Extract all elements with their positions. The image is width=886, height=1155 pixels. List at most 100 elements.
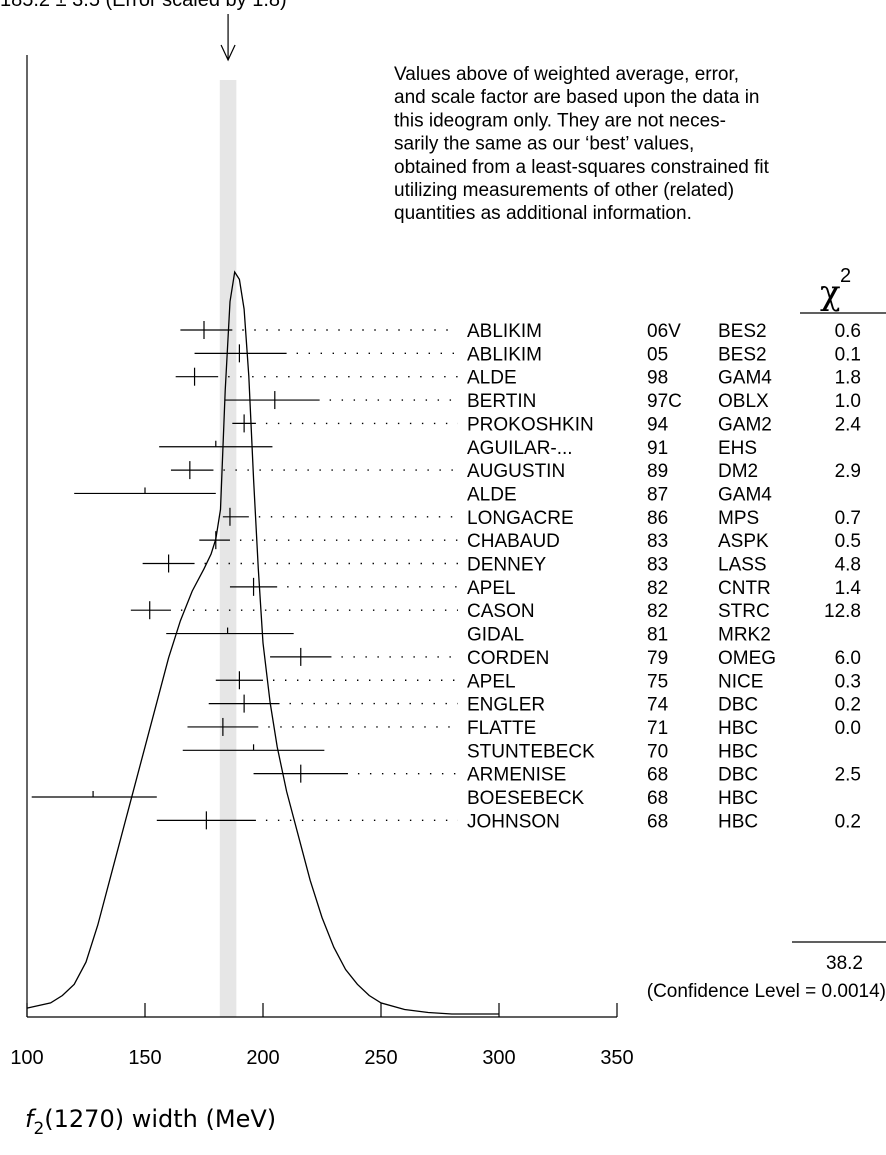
measurement-row: CHABAUD 83 ASPK 0.5 (199, 531, 861, 552)
row-year: 82 (647, 601, 668, 622)
row-year: 71 (647, 718, 668, 739)
row-author: ABLIKIM (467, 321, 542, 342)
row-chi2: 2.9 (835, 461, 861, 482)
measurement-row: JOHNSON 68 HBC 0.2 (156, 811, 861, 832)
row-author: LONGACRE (467, 508, 574, 529)
row-author: CASON (467, 601, 535, 622)
measurement-row: APEL 75 NICE 0.3 (215, 671, 861, 692)
note-text: Values above of weighted average, error,… (394, 64, 770, 224)
note-line: Values above of weighted average, error, (394, 64, 739, 85)
measurement-row: BOESEBECK 68 HBC (31, 788, 758, 809)
measurement-row: ABLIKIM 05 BES2 0.1 (194, 344, 861, 365)
measurement-row: APEL 82 CNTR 1.4 (229, 577, 862, 599)
row-chi2: 0.5 (835, 531, 861, 552)
row-year: 82 (647, 578, 668, 599)
row-chi2: 0.2 (835, 811, 861, 832)
confidence-level: (Confidence Level = 0.0014) (647, 981, 886, 1002)
row-chi2: 0.3 (835, 671, 861, 692)
row-year: 70 (647, 741, 668, 762)
row-technique: STRC (718, 601, 770, 622)
measurement-row: LONGACRE 86 MPS 0.7 (222, 507, 861, 529)
row-technique: OBLX (718, 391, 769, 412)
row-year: 83 (647, 531, 668, 552)
row-year: 89 (647, 461, 668, 482)
row-technique: MRK2 (718, 625, 771, 646)
row-chi2: 0.0 (835, 718, 861, 739)
row-author: ALDE (467, 484, 517, 505)
measurement-row: CORDEN 79 OMEG 6.0 (270, 647, 861, 669)
row-chi2: 0.7 (835, 508, 861, 529)
row-chi2: 2.4 (835, 414, 862, 435)
x-tick-label: 350 (600, 1047, 633, 1069)
average-arrow-head (220, 44, 236, 62)
x-tick-label: 100 (10, 1047, 43, 1069)
note-line: obtained from a least-squares constraine… (394, 157, 770, 178)
row-year: 68 (647, 765, 668, 786)
row-author: APEL (467, 671, 516, 692)
row-year: 87 (647, 484, 668, 505)
measurement-row: DENNEY 83 LASS 4.8 (142, 554, 861, 576)
note-line: sarily the same as our ‘best’ values, (394, 134, 694, 155)
row-year: 91 (647, 438, 668, 459)
row-technique: ASPK (718, 531, 769, 552)
row-author: AUGUSTIN (467, 461, 565, 482)
measurement-row: PROKOSHKIN 94 GAM2 2.4 (232, 414, 861, 435)
row-author: APEL (467, 578, 516, 599)
chi2-header-sup: 2 (840, 265, 851, 287)
chi2-header: χ (820, 273, 841, 313)
note-line: this ideogram only. They are not neces- (394, 110, 726, 131)
x-tick-label: 200 (246, 1047, 279, 1069)
row-author: AGUILAR-... (467, 438, 573, 459)
ideogram-curve (26, 270, 499, 1015)
measurement-row: AGUILAR-... 91 EHS (159, 438, 757, 459)
row-author: ARMENISE (467, 765, 566, 786)
row-technique: NICE (718, 671, 763, 692)
row-technique: DBC (718, 695, 758, 716)
row-author: DENNEY (467, 555, 547, 576)
row-technique: HBC (718, 811, 758, 832)
measurement-row: ALDE 87 GAM4 (74, 484, 772, 505)
row-chi2: 1.4 (835, 578, 862, 599)
x-axis-ticks: 100 150 200 250 300 350 (10, 1003, 634, 1069)
measurement-row: STUNTEBECK 70 HBC (182, 741, 758, 762)
row-author: JOHNSON (467, 811, 560, 832)
chi2-total: 38.2 (826, 953, 863, 974)
row-chi2: 1.0 (835, 391, 861, 412)
measurement-row: AUGUSTIN 89 DM2 2.9 (170, 461, 861, 482)
row-author: BERTIN (467, 391, 536, 412)
row-author: PROKOSHKIN (467, 414, 594, 435)
row-technique: OMEG (718, 648, 776, 669)
measurement-row: ENGLER 74 DBC 0.2 (208, 694, 861, 716)
row-technique: BES2 (718, 344, 767, 365)
row-technique: BES2 (718, 321, 767, 342)
row-year: 05 (647, 344, 668, 365)
row-technique: GAM2 (718, 414, 772, 435)
row-year: 81 (647, 625, 668, 646)
row-technique: HBC (718, 718, 758, 739)
row-author: ENGLER (467, 695, 545, 716)
row-year: 86 (647, 508, 668, 529)
row-technique: LASS (718, 555, 767, 576)
row-year: 98 (647, 368, 668, 389)
row-chi2: 0.6 (835, 321, 861, 342)
note-line: utilizing measurements of other (related… (394, 180, 734, 201)
note-line: quantities as additional information. (394, 203, 692, 224)
row-technique: DBC (718, 765, 758, 786)
row-chi2: 0.2 (835, 695, 861, 716)
row-year: 75 (647, 671, 668, 692)
row-technique: MPS (718, 508, 759, 529)
row-author: GIDAL (467, 625, 524, 646)
row-author: ABLIKIM (467, 344, 542, 365)
x-tick-label: 300 (482, 1047, 515, 1069)
measurement-row: ALDE 98 GAM4 1.8 (175, 367, 861, 389)
row-year: 06V (647, 321, 681, 342)
row-technique: EHS (718, 438, 757, 459)
measurement-row: ABLIKIM 06V BES2 0.6 (180, 321, 861, 342)
row-chi2: 0.1 (835, 344, 861, 365)
row-author: STUNTEBECK (467, 741, 595, 762)
row-technique: HBC (718, 788, 758, 809)
x-tick-label: 250 (364, 1047, 397, 1069)
measurement-row: BERTIN 97C OBLX 1.0 (225, 391, 861, 412)
measurement-row: ARMENISE 68 DBC 2.5 (253, 764, 861, 786)
